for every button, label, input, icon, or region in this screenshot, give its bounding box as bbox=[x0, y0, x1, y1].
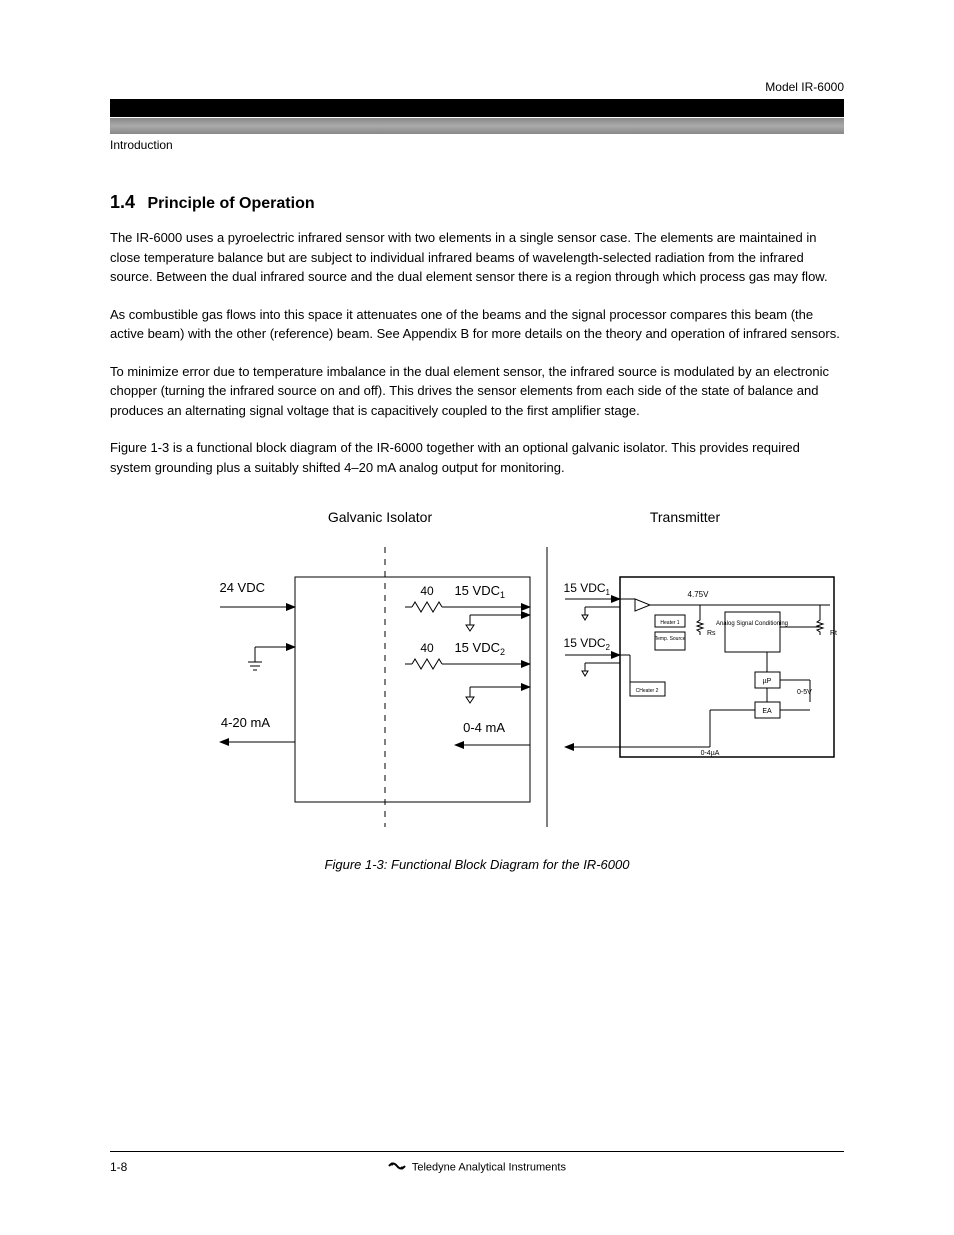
isolator-label: Galvanic Isolator bbox=[328, 509, 433, 525]
footer: 1-8 Teledyne Analytical Instruments bbox=[110, 1151, 844, 1175]
paragraph-3: To minimize error due to temperature imb… bbox=[110, 362, 844, 421]
company-name: Teledyne Analytical Instruments bbox=[412, 1161, 566, 1173]
regulator-icon bbox=[635, 599, 650, 611]
isolator-box bbox=[295, 577, 530, 802]
block-diagram: Galvanic Isolator Transmitter 24 VDC 4-2… bbox=[110, 507, 844, 847]
header-rule-black bbox=[110, 99, 844, 117]
resistor-2: 40 bbox=[405, 641, 455, 669]
section-heading: 1.4 Principle of Operation bbox=[110, 192, 844, 213]
ea-label: EA bbox=[762, 708, 772, 715]
header-text: Model IR-6000 bbox=[110, 80, 844, 94]
figure-caption: Figure 1-3: Functional Block Diagram for… bbox=[110, 857, 844, 872]
heater1-label: Heater 1 bbox=[660, 620, 679, 626]
header-rule-gray bbox=[110, 118, 844, 134]
t-15vdc2: 15 VDC2 bbox=[564, 636, 611, 652]
heater2-label: CHeater 2 bbox=[636, 688, 659, 694]
up-label: µP bbox=[763, 678, 772, 685]
page-number: 1-8 bbox=[110, 1160, 127, 1174]
svg-text:40: 40 bbox=[420, 641, 434, 655]
rs-resistor bbox=[697, 617, 703, 635]
rs-label: Rs bbox=[707, 630, 716, 637]
t-04ua: 0-4µA bbox=[701, 750, 720, 757]
t-475v: 4.75V bbox=[688, 590, 710, 599]
rt-resistor bbox=[817, 617, 823, 635]
out-04ma: 0-4 mA bbox=[463, 720, 505, 735]
teledyne-logo-icon bbox=[388, 1160, 406, 1175]
paragraph-2: As combustible gas flows into this space… bbox=[110, 305, 844, 344]
paragraph-1: The IR-6000 uses a pyroelectric infrared… bbox=[110, 228, 844, 287]
footer-text: 1-8 Teledyne Analytical Instruments bbox=[110, 1160, 844, 1175]
vdc15-2: 15 VDC2 bbox=[454, 640, 505, 657]
chapter-label: Introduction bbox=[110, 138, 844, 152]
analog-box bbox=[725, 612, 780, 652]
vdc15-1: 15 VDC1 bbox=[454, 583, 505, 600]
transmitter-label: Transmitter bbox=[650, 509, 721, 525]
input-420ma: 4-20 mA bbox=[221, 715, 270, 730]
svg-text:Analog Signal Conditioning: Analog Signal Conditioning bbox=[716, 621, 788, 627]
t-15vdc1: 15 VDC1 bbox=[564, 581, 611, 597]
svg-text:40: 40 bbox=[420, 584, 434, 598]
footer-rule bbox=[110, 1151, 844, 1152]
doc-title: Model IR-6000 bbox=[765, 80, 844, 94]
section-number: 1.4 bbox=[110, 192, 135, 212]
input-24vdc: 24 VDC bbox=[219, 580, 265, 595]
transmitter-box bbox=[620, 577, 834, 757]
diagram-svg: Galvanic Isolator Transmitter 24 VDC 4-2… bbox=[110, 507, 844, 847]
svg-text:Temp. Source: Temp. Source bbox=[655, 636, 686, 642]
section-title-text: Principle of Operation bbox=[147, 195, 314, 212]
resistor-1: 40 bbox=[405, 584, 455, 612]
content: 1.4 Principle of Operation The IR-6000 u… bbox=[110, 192, 844, 872]
paragraph-4: Figure 1-3 is a functional block diagram… bbox=[110, 438, 844, 477]
rt-label: Rt bbox=[830, 630, 837, 637]
page-container: Model IR-6000 Introduction 1.4 Principle… bbox=[0, 0, 954, 1235]
